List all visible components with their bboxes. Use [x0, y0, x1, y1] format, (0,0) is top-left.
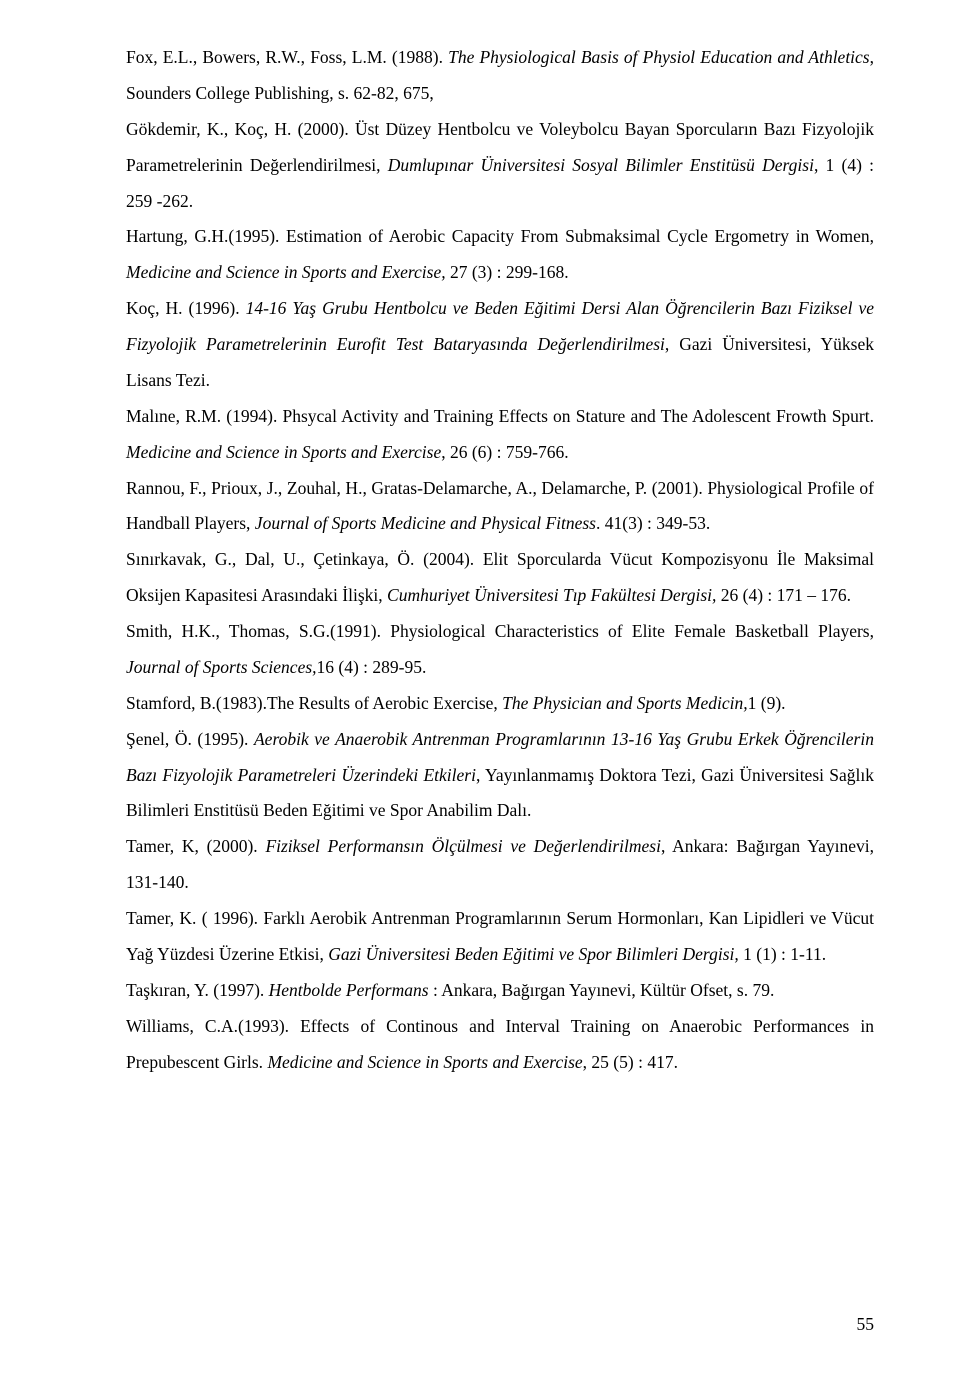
reference-italic-text: Medicine and Science in Sports and Exerc… [267, 1052, 582, 1072]
reference-text: Stamford, B.(1983).The Results of Aerobi… [126, 693, 502, 713]
reference-italic-text: Hentbolde Performans [269, 980, 433, 1000]
reference-text: 26 (4) : 171 – 176. [721, 585, 851, 605]
reference-text: Malıne, R.M. (1994). Phsycal Activity an… [126, 406, 874, 426]
reference-entry: Rannou, F., Prioux, J., Zouhal, H., Grat… [126, 471, 874, 543]
reference-italic-text: Dumlupınar Üniversitesi Sosyal Bilimler … [388, 155, 814, 175]
reference-text: 27 (3) : 299-168. [450, 262, 569, 282]
reference-text: Fox, E.L., Bowers, R.W., Foss, L.M. (198… [126, 47, 448, 67]
reference-italic-text: Medicine and Science in Sports and Exerc… [126, 262, 450, 282]
reference-italic-text: Journal of Sports Medicine and Physical … [255, 513, 596, 533]
reference-text: Şenel, Ö. (1995). [126, 729, 254, 749]
page: Fox, E.L., Bowers, R.W., Foss, L.M. (198… [0, 0, 960, 1377]
references-list: Fox, E.L., Bowers, R.W., Foss, L.M. (198… [126, 40, 874, 1080]
reference-entry: Hartung, G.H.(1995). Estimation of Aerob… [126, 219, 874, 291]
reference-text: 1 (9). [748, 693, 786, 713]
reference-italic-text: Fiziksel Performansın Ölçülmesi ve Değer… [265, 836, 661, 856]
reference-text: 1 (1) : 1-11. [743, 944, 826, 964]
reference-text: , 26 (6) : 759-766. [441, 442, 568, 462]
reference-text: . 41(3) : 349-53. [596, 513, 710, 533]
reference-entry: Malıne, R.M. (1994). Phsycal Activity an… [126, 399, 874, 471]
reference-text: Tamer, K, (2000). [126, 836, 265, 856]
reference-entry: Şenel, Ö. (1995). Aerobik ve Anaerobik A… [126, 722, 874, 830]
reference-entry: Koç, H. (1996). 14-16 Yaş Grubu Hentbolc… [126, 291, 874, 399]
reference-italic-text: The Physician and Sports Medicin, [502, 693, 747, 713]
reference-entry: Williams, C.A.(1993). Effects of Contino… [126, 1009, 874, 1081]
reference-entry: Sınırkavak, G., Dal, U., Çetinkaya, Ö. (… [126, 542, 874, 614]
reference-entry: Tamer, K, (2000). Fiziksel Performansın … [126, 829, 874, 901]
reference-italic-text: The Physiological Basis of Physiol Educa… [448, 47, 870, 67]
reference-italic-text: Journal of Sports Sciences, [126, 657, 317, 677]
reference-text: : Ankara, Bağırgan Yayınevi, Kültür Ofse… [433, 980, 774, 1000]
reference-entry: Stamford, B.(1983).The Results of Aerobi… [126, 686, 874, 722]
reference-text: Taşkıran, Y. (1997). [126, 980, 269, 1000]
reference-entry: Smith, H.K., Thomas, S.G.(1991). Physiol… [126, 614, 874, 686]
reference-text: Smith, H.K., Thomas, S.G.(1991). Physiol… [126, 621, 874, 641]
reference-italic-text: Medicine and Science in Sports and Exerc… [126, 442, 441, 462]
reference-italic-text: Cumhuriyet Üniversitesi Tıp Fakültesi De… [387, 585, 721, 605]
reference-entry: Tamer, K. ( 1996). Farklı Aerobik Antren… [126, 901, 874, 973]
reference-entry: Gökdemir, K., Koç, H. (2000). Üst Düzey … [126, 112, 874, 220]
reference-text: Hartung, G.H.(1995). Estimation of Aerob… [126, 226, 874, 246]
reference-entry: Taşkıran, Y. (1997). Hentbolde Performan… [126, 973, 874, 1009]
reference-text: 16 (4) : 289-95. [317, 657, 427, 677]
reference-text: , 25 (5) : 417. [583, 1052, 678, 1072]
page-number: 55 [857, 1307, 875, 1343]
reference-entry: Fox, E.L., Bowers, R.W., Foss, L.M. (198… [126, 40, 874, 112]
reference-italic-text: Gazi Üniversitesi Beden Eğitimi ve Spor … [328, 944, 743, 964]
reference-text: Koç, H. (1996). [126, 298, 246, 318]
